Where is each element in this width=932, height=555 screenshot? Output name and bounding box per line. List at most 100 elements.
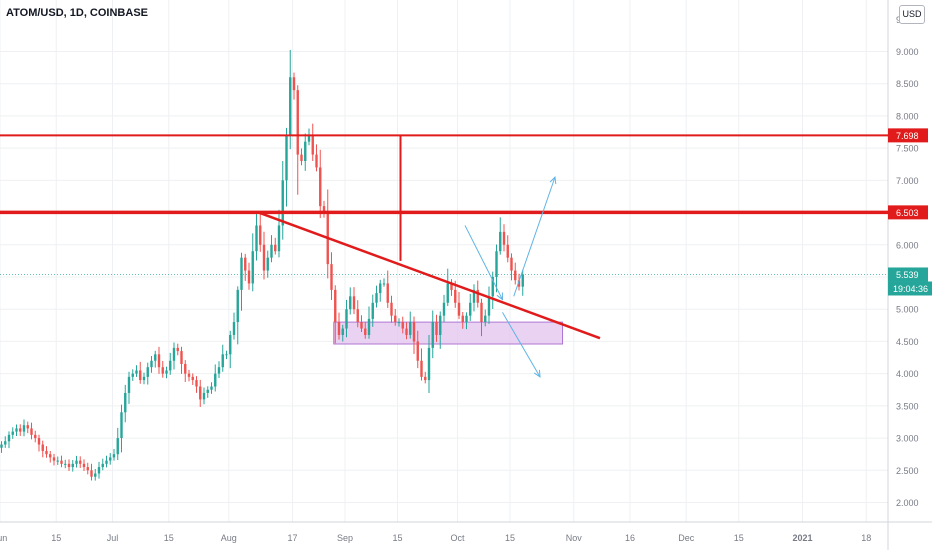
time-tick-label: Aug — [221, 533, 237, 543]
candle-body — [86, 467, 89, 471]
candle-body — [41, 444, 44, 451]
candle-body — [322, 206, 326, 213]
candle-body — [435, 322, 438, 335]
projection-arrow — [513, 176, 556, 297]
price-tick-label: 6.000 — [896, 240, 919, 250]
candle-body — [154, 354, 157, 361]
time-tick-label: Dec — [678, 533, 695, 543]
time-tick-label: 17 — [287, 533, 297, 543]
projection-arrow — [464, 225, 503, 300]
candle-body — [232, 322, 236, 335]
price-tick-label: 9.000 — [896, 47, 919, 57]
countdown-bg — [888, 281, 932, 296]
price-tick-label: 4.000 — [896, 369, 919, 379]
candle-body — [124, 392, 127, 413]
time-tick-label: 15 — [505, 533, 515, 543]
candle-body — [157, 354, 161, 368]
candle-body — [330, 264, 333, 290]
current-price-label: 5.539 — [896, 270, 919, 280]
time-tick-label: 15 — [392, 533, 402, 543]
candle-body — [131, 373, 134, 377]
currency-button[interactable]: USD — [899, 5, 925, 24]
candle-body — [461, 315, 464, 323]
candle-body — [79, 460, 82, 464]
candle-body — [217, 367, 221, 374]
candle-body — [251, 251, 254, 284]
level-price-label-bg — [888, 128, 928, 143]
chart-title: ATOM/USD, 1D, COINBASE — [6, 7, 148, 19]
candle-body — [11, 431, 14, 435]
projection-arrow — [502, 312, 541, 378]
candle-body — [187, 373, 191, 377]
candle-body — [225, 354, 228, 356]
arrow-head — [496, 292, 504, 301]
candle-body — [281, 180, 284, 226]
candle-body — [274, 244, 277, 252]
candle-body — [424, 376, 427, 381]
level-price-label: 6.503 — [896, 208, 919, 218]
candle-body — [337, 322, 341, 335]
candle-body — [172, 347, 176, 361]
candle-body — [499, 231, 502, 252]
candle-body — [349, 296, 352, 310]
candle-body — [259, 225, 262, 245]
time-tick-label: Nov — [566, 533, 583, 543]
candle-body — [514, 270, 517, 281]
candle-body — [457, 302, 461, 316]
countdown-label: 19:04:36 — [893, 284, 928, 294]
candle-body — [262, 244, 266, 271]
candle-body — [109, 457, 112, 461]
candle-body — [405, 328, 408, 335]
price-tick-label: 2.000 — [896, 498, 919, 508]
candle-body — [390, 302, 393, 316]
price-tick-label: 8.500 — [896, 79, 919, 89]
candle-body — [495, 251, 498, 277]
candle-body — [97, 467, 101, 474]
time-tick-label: 16 — [625, 533, 635, 543]
candle-body — [116, 438, 119, 455]
candle-body — [476, 289, 479, 303]
candle-body — [236, 289, 239, 323]
time-tick-label: Jul — [107, 533, 119, 543]
time-tick-label: 15 — [51, 533, 61, 543]
level-price-label: 7.698 — [896, 131, 919, 141]
candle-body — [292, 77, 296, 91]
candle-body — [142, 376, 146, 381]
candle-body — [296, 90, 299, 155]
candle-body — [191, 376, 194, 381]
candle-body — [412, 322, 416, 342]
time-tick-label: Sep — [337, 533, 353, 543]
candle-body — [34, 434, 37, 439]
candle-body — [420, 360, 423, 377]
candle-body — [345, 309, 348, 329]
candle-body — [289, 77, 292, 136]
price-tick-label: 8.000 — [896, 111, 919, 121]
candle-body — [480, 302, 483, 323]
candle-body — [382, 283, 386, 285]
price-tick-label: 4.500 — [896, 337, 919, 347]
time-tick-label: 18 — [861, 533, 871, 543]
price-tick-label: 5.000 — [896, 305, 919, 315]
candle-body — [240, 257, 243, 290]
candle-body — [491, 276, 494, 297]
candle-body — [450, 283, 453, 290]
candle-body — [60, 460, 63, 464]
candle-body — [127, 376, 131, 393]
candle-body — [112, 454, 116, 458]
price-tick-label: 2.500 — [896, 466, 919, 476]
candle-body — [176, 347, 179, 352]
time-tick-label: 15 — [734, 533, 744, 543]
candle-body — [454, 289, 457, 303]
candle-body — [135, 370, 138, 374]
candle-body — [315, 154, 318, 168]
candle-body — [105, 460, 108, 464]
price-tick-label: 7.500 — [896, 144, 919, 154]
candle-body — [319, 167, 322, 207]
candle-body — [22, 425, 26, 432]
price-tick-label: 3.000 — [896, 434, 919, 444]
candle-body — [169, 360, 172, 371]
candle-body — [139, 370, 142, 381]
candle-body — [266, 257, 269, 271]
candle-body — [165, 370, 168, 374]
